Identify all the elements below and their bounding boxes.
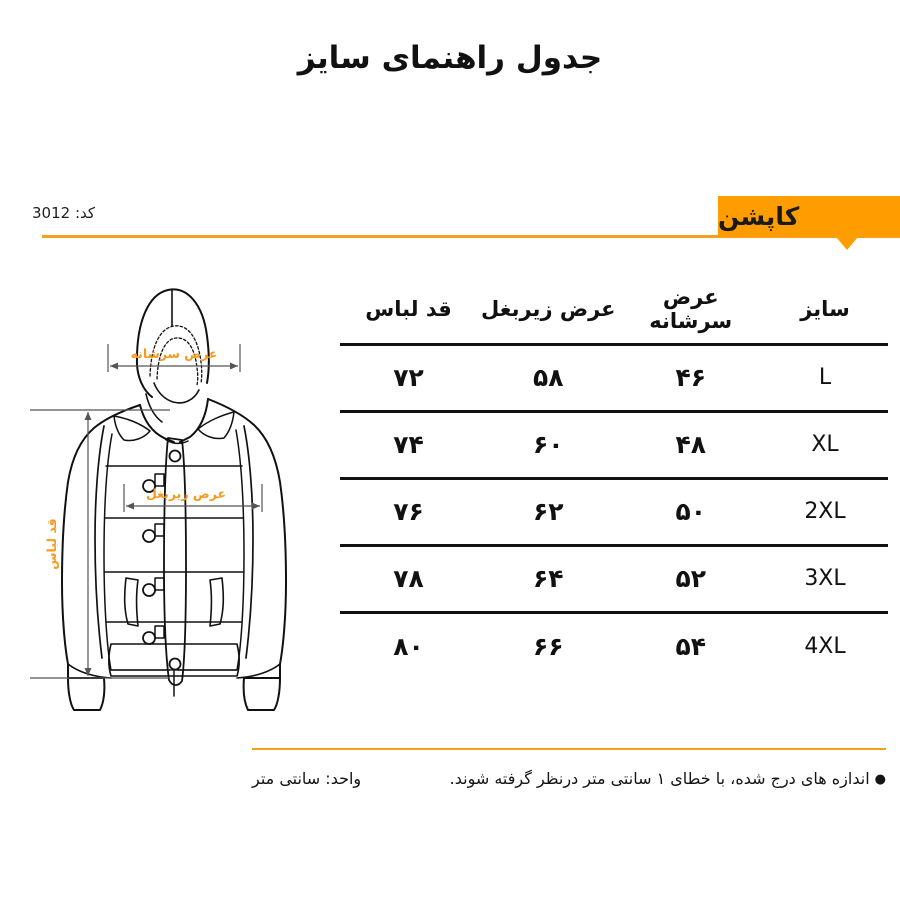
hem-band xyxy=(107,643,241,677)
cuff-left xyxy=(67,677,106,711)
cell-size: 2XL xyxy=(804,499,846,524)
snap-button-top xyxy=(168,449,182,463)
page-title: جدول راهنمای سایز xyxy=(297,40,603,76)
cell-shoulder: ۴۸ xyxy=(675,430,706,459)
cell-shoulder: ۴۶ xyxy=(675,363,706,392)
cuff-right xyxy=(242,677,281,711)
cell-chest: ۶۰ xyxy=(533,430,564,459)
jacket-technical-drawing: عرض سرشانه عرض زیربغل قد لباس xyxy=(30,288,287,711)
pocket-left xyxy=(123,577,139,627)
dimension-shoulder-width xyxy=(107,344,241,372)
bullet-icon: ● xyxy=(874,772,886,787)
measurement-tolerance-note-text: اندازه های درج شده، با خطای ۱ سانتی متر … xyxy=(449,769,870,788)
cell-size: XL xyxy=(811,432,839,457)
product-code: کد: 3012 xyxy=(32,204,96,222)
snap-button-bottom xyxy=(168,657,182,671)
cell-shoulder: ۵۴ xyxy=(675,631,706,661)
table-row: L ۴۶ ۵۸ ۷۲ xyxy=(340,344,888,411)
front-placket xyxy=(163,437,187,686)
cell-length: ۷۴ xyxy=(393,430,424,459)
cell-shoulder: ۵۲ xyxy=(675,564,706,593)
shoulder-width-label: عرض سرشانه xyxy=(131,346,218,361)
cell-chest: ۶۲ xyxy=(533,497,564,526)
dimension-chest-width xyxy=(123,484,263,512)
unit-label: واحد: سانتی متر xyxy=(252,769,362,788)
category-tab-label: کاپشن xyxy=(718,202,800,231)
measurement-tolerance-note: ● اندازه های درج شده، با خطای ۱ سانتی متر… xyxy=(450,769,886,788)
table-row: 2XL ۵۰ ۶۲ ۷۶ xyxy=(340,478,888,545)
cell-length: ۷۲ xyxy=(393,363,424,392)
category-tab-notch-icon xyxy=(836,237,858,250)
jacket-body-right xyxy=(207,398,287,679)
table-row: 4XL ۵۴ ۶۶ ۸۰ xyxy=(340,612,888,679)
cell-chest: ۶۶ xyxy=(533,631,564,661)
sleeve-seam-left xyxy=(94,425,105,659)
footer-divider-line xyxy=(252,748,886,750)
cell-shoulder: ۵۰ xyxy=(675,497,706,526)
pocket-right xyxy=(209,577,225,627)
footer-row: ● اندازه های درج شده، با خطای ۱ سانتی متر… xyxy=(252,769,886,788)
cell-length: ۷۶ xyxy=(393,497,424,526)
size-table-head: سایز عرض سرشانه عرض زیربغل قد لباس xyxy=(340,282,888,344)
header-band: کاپشن کد: 3012 xyxy=(0,196,900,252)
column-header-length: قد لباس xyxy=(365,297,452,322)
dimension-garment-length xyxy=(30,409,170,679)
jacket-body-left xyxy=(61,404,141,679)
table-row: XL ۴۸ ۶۰ ۷۴ xyxy=(340,411,888,478)
size-table-body: L ۴۶ ۵۸ ۷۲ XL ۴۸ ۶۰ ۷۴ 2XL ۵۰ ۶۲ ۷۶ 3XL … xyxy=(340,344,888,679)
snap-button-row xyxy=(142,473,165,645)
table-row: 3XL ۵۲ ۶۴ ۷۸ xyxy=(340,545,888,612)
cell-chest: ۶۴ xyxy=(533,564,564,593)
hood-fur-trim xyxy=(149,325,203,384)
garment-illustration: عرض سرشانه عرض زیربغل قد لباس xyxy=(18,266,338,716)
chest-width-label: عرض زیربغل xyxy=(146,486,226,501)
column-header-shoulder: عرض سرشانه xyxy=(649,285,733,334)
header-divider-line xyxy=(42,235,900,238)
size-table-container: سایز عرض سرشانه عرض زیربغل قد لباس L ۴۶ … xyxy=(340,282,888,679)
cell-size: L xyxy=(818,365,832,390)
epaulette-right xyxy=(197,411,235,440)
collar-right xyxy=(179,398,209,443)
cell-chest: ۵۸ xyxy=(533,363,564,392)
cell-length: ۷۸ xyxy=(393,564,424,593)
category-tab: کاپشن xyxy=(718,196,900,237)
footer: ● اندازه های درج شده، با خطای ۱ سانتی متر… xyxy=(252,748,886,788)
cell-length: ۸۰ xyxy=(393,631,424,661)
hood-outline xyxy=(135,288,210,384)
garment-length-label: قد لباس xyxy=(44,518,59,570)
column-header-size: سایز xyxy=(800,297,850,322)
size-table: سایز عرض سرشانه عرض زیربغل قد لباس L ۴۶ … xyxy=(340,282,888,679)
table-header-row: سایز عرض سرشانه عرض زیربغل قد لباس xyxy=(340,282,888,344)
cell-size: 4XL xyxy=(804,633,846,659)
sleeve-seam-right xyxy=(243,425,254,659)
epaulette-left xyxy=(113,415,151,442)
column-header-chest: عرض زیربغل xyxy=(481,297,616,322)
cell-size: 3XL xyxy=(804,566,846,591)
